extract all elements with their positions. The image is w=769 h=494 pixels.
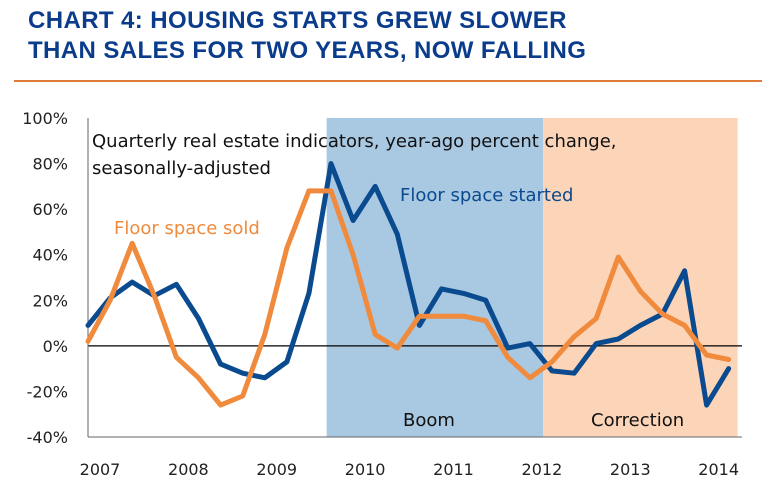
y-tick-label: 20% <box>32 291 68 310</box>
chart-title-line-2: THAN SALES FOR TWO YEARS, NOW FALLING <box>28 37 587 64</box>
x-tick-label: 2013 <box>610 460 651 479</box>
y-tick-label: -20% <box>27 382 68 401</box>
series-lines <box>85 161 732 408</box>
x-tick-label: 2008 <box>168 460 209 479</box>
annotation-line-2: seasonally-adjusted <box>92 158 271 179</box>
series-label-sold: Floor space sold <box>114 218 260 239</box>
x-tick-label: 2012 <box>522 460 563 479</box>
series-label-started: Floor space started <box>400 185 573 206</box>
region-label-boom: Boom <box>403 410 455 431</box>
y-tick-label: 100% <box>22 109 68 128</box>
y-tick-label: 40% <box>32 246 68 265</box>
chart-title: CHART 4: HOUSING STARTS GREW SLOWER THAN… <box>28 6 748 66</box>
series-line-started <box>85 161 732 408</box>
region-label-correction: Correction <box>591 410 684 431</box>
x-tick-label: 2009 <box>256 460 297 479</box>
x-tick-label: 2011 <box>433 460 474 479</box>
y-tick-label: 0% <box>43 337 68 356</box>
region-bands <box>326 118 738 437</box>
y-tick-label: 80% <box>32 155 68 174</box>
y-tick-label: 60% <box>32 200 68 219</box>
plot-frame <box>87 118 742 438</box>
x-tick-label: 2007 <box>80 460 121 479</box>
region-band-correction <box>543 118 738 437</box>
x-tick-label: 2014 <box>698 460 739 479</box>
region-band-boom <box>326 118 544 437</box>
y-tick-label: -40% <box>27 428 68 447</box>
x-axis-ticks: 2007 2008 2009 2010 2011 2012 2013 2014 <box>80 460 739 479</box>
chart-title-line-1: CHART 4: HOUSING STARTS GREW SLOWER <box>28 7 567 34</box>
series-line-sold <box>85 188 732 408</box>
title-divider <box>14 80 762 82</box>
y-axis-ticks: 100% 80% 60% 40% 20% 0% -20% -40% <box>22 109 68 447</box>
annotation-line-1: Quarterly real estate indicators, year-a… <box>92 131 617 152</box>
x-tick-label: 2010 <box>345 460 386 479</box>
